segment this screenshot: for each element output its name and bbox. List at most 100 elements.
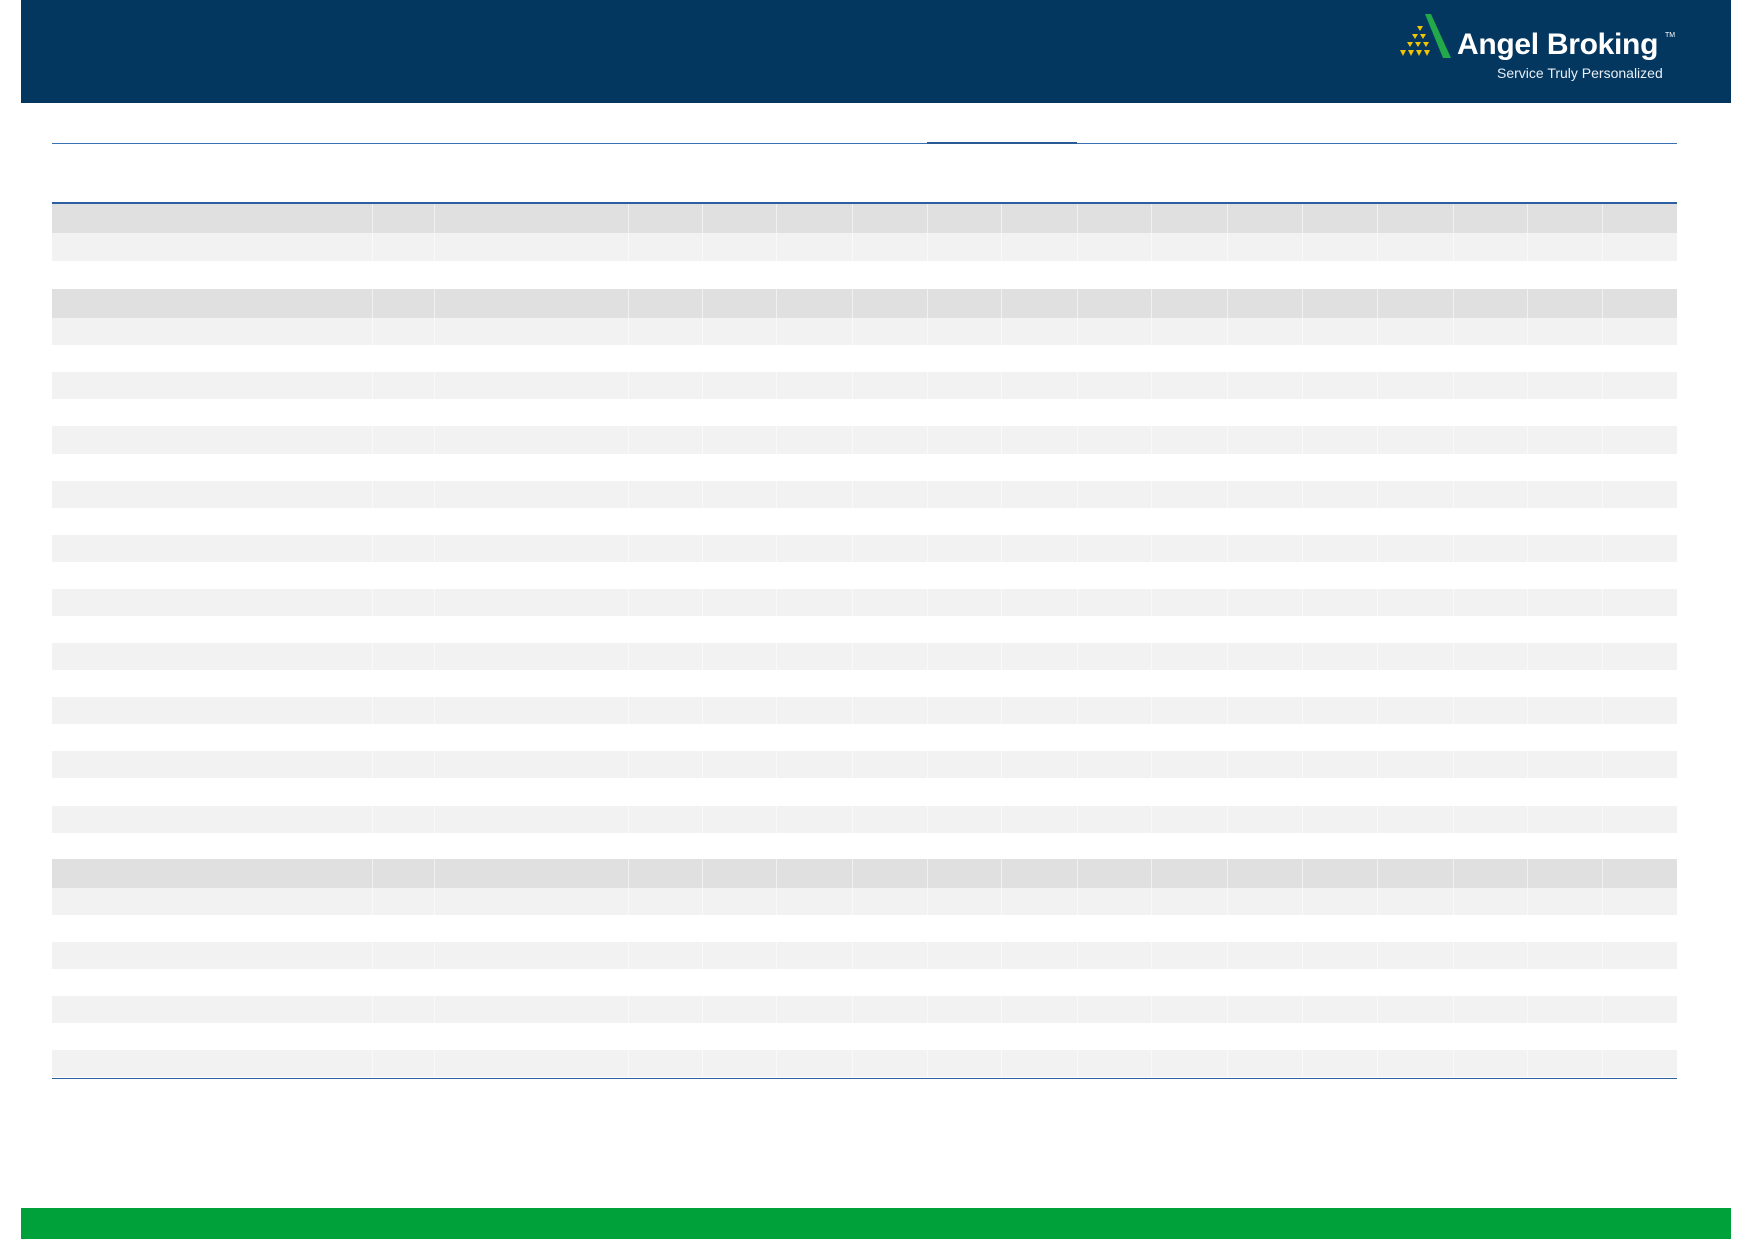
title-divider xyxy=(52,143,1677,144)
logo-pyramid-icon xyxy=(1400,14,1451,58)
column-divider xyxy=(1000,941,1002,969)
column-divider xyxy=(628,751,630,779)
column-divider xyxy=(1226,372,1228,400)
column-divider xyxy=(372,318,374,346)
column-divider xyxy=(372,204,374,234)
column-divider xyxy=(927,996,929,1024)
column-divider xyxy=(1077,426,1078,454)
column-divider xyxy=(1601,233,1603,262)
column-divider xyxy=(927,318,929,346)
table-row xyxy=(52,372,1677,400)
column-divider xyxy=(1452,318,1454,346)
column-divider xyxy=(1150,204,1152,234)
table-top-border xyxy=(52,202,1677,204)
table-row xyxy=(52,996,1677,1024)
column-divider xyxy=(1452,643,1454,671)
column-divider xyxy=(1301,858,1303,888)
column-divider xyxy=(927,534,929,562)
column-divider xyxy=(852,318,854,346)
column-divider xyxy=(1077,534,1078,562)
column-divider xyxy=(1601,887,1603,915)
logo-title: Angel Broking xyxy=(1457,28,1659,61)
column-divider xyxy=(1000,204,1002,234)
column-divider xyxy=(1601,426,1603,454)
column-divider xyxy=(1077,1050,1078,1077)
column-divider xyxy=(628,534,630,562)
column-divider xyxy=(1526,318,1528,346)
column-divider xyxy=(927,233,929,262)
column-divider xyxy=(702,588,704,616)
column-divider xyxy=(433,204,435,234)
column-divider xyxy=(628,318,630,346)
column-divider xyxy=(775,372,777,400)
table-bottom-border xyxy=(52,1078,1677,1079)
column-divider xyxy=(1077,996,1078,1024)
table-row xyxy=(52,1050,1677,1077)
column-divider xyxy=(1601,204,1603,234)
column-divider xyxy=(1376,858,1378,888)
column-divider xyxy=(1301,588,1303,616)
column-divider xyxy=(1376,941,1378,969)
column-divider xyxy=(852,588,854,616)
header-bar: Angel Broking TM Service Truly Personali… xyxy=(21,0,1731,103)
column-divider xyxy=(1226,805,1228,833)
column-divider xyxy=(1376,318,1378,346)
column-divider xyxy=(927,858,929,888)
table-row xyxy=(52,233,1677,262)
column-divider xyxy=(372,372,374,400)
table-row xyxy=(52,941,1677,969)
column-divider xyxy=(1226,204,1228,234)
column-divider xyxy=(1526,751,1528,779)
column-divider xyxy=(927,751,929,779)
column-divider xyxy=(1376,480,1378,508)
column-divider xyxy=(1226,318,1228,346)
column-divider xyxy=(433,858,435,888)
column-divider xyxy=(372,697,374,725)
column-divider xyxy=(1000,1050,1002,1077)
column-divider xyxy=(1526,643,1528,671)
column-divider xyxy=(628,289,630,319)
column-divider xyxy=(927,204,929,234)
column-divider xyxy=(1452,996,1454,1024)
column-divider xyxy=(1376,289,1378,319)
column-divider xyxy=(1226,588,1228,616)
column-divider xyxy=(433,426,435,454)
column-divider xyxy=(1226,534,1228,562)
column-divider xyxy=(1150,318,1152,346)
footer-bar xyxy=(21,1208,1731,1239)
column-divider xyxy=(372,887,374,915)
column-divider xyxy=(433,233,435,262)
column-divider xyxy=(1000,643,1002,671)
column-divider xyxy=(628,996,630,1024)
table-row xyxy=(52,697,1677,725)
column-divider xyxy=(1376,887,1378,915)
column-divider xyxy=(852,858,854,888)
column-divider xyxy=(1226,858,1228,888)
column-divider xyxy=(775,941,777,969)
column-divider xyxy=(1452,204,1454,234)
column-divider xyxy=(1452,941,1454,969)
column-divider xyxy=(372,1050,374,1077)
column-divider xyxy=(775,426,777,454)
column-divider xyxy=(927,1050,929,1077)
column-divider xyxy=(1526,996,1528,1024)
column-divider xyxy=(1452,233,1454,262)
column-divider xyxy=(1526,480,1528,508)
column-divider xyxy=(1601,480,1603,508)
column-divider xyxy=(1601,697,1603,725)
column-divider xyxy=(1301,805,1303,833)
column-divider xyxy=(1150,534,1152,562)
column-divider xyxy=(1526,534,1528,562)
column-divider xyxy=(1077,289,1078,319)
column-divider xyxy=(433,289,435,319)
column-divider xyxy=(927,480,929,508)
column-divider xyxy=(1526,588,1528,616)
column-divider xyxy=(628,588,630,616)
data-table xyxy=(52,202,1677,1079)
column-divider xyxy=(1226,941,1228,969)
table-row xyxy=(52,318,1677,346)
column-divider xyxy=(1526,233,1528,262)
column-divider xyxy=(1301,480,1303,508)
column-divider xyxy=(372,233,374,262)
column-divider xyxy=(852,697,854,725)
